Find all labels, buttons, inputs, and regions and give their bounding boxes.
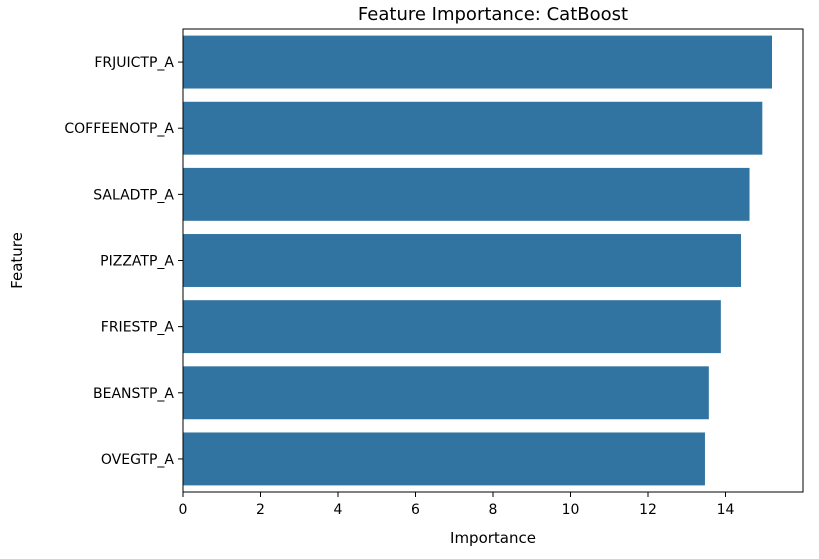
bar-ovegtp-a xyxy=(183,432,705,486)
chart-title: Feature Importance: CatBoost xyxy=(358,4,628,25)
bar-frjuictp-a xyxy=(183,35,772,89)
x-ticks-layer: 0 2 4 6 8 10 12 14 xyxy=(179,492,735,518)
y-tick-label: FRIESTP_A xyxy=(101,320,175,336)
x-tick-label: 4 xyxy=(334,502,343,518)
bar-pizzatp-a xyxy=(183,234,741,287)
x-axis-label: Importance xyxy=(450,529,536,547)
y-tick-label: BEANSTP_A xyxy=(93,386,174,402)
bar-friestp-a xyxy=(183,300,721,354)
x-tick-label: 8 xyxy=(489,502,498,518)
x-tick-label: 0 xyxy=(179,502,188,518)
y-tick-label: FRJUICTP_A xyxy=(94,55,174,71)
y-tick-label: COFFEENOTP_A xyxy=(64,121,174,137)
y-tick-label: OVEGTP_A xyxy=(101,452,175,468)
bars-layer xyxy=(183,35,772,486)
y-tick-label: SALADTP_A xyxy=(93,187,174,203)
x-tick-label: 14 xyxy=(717,502,735,518)
y-tick-label: PIZZATP_A xyxy=(100,254,174,270)
x-tick-label: 10 xyxy=(562,502,580,518)
y-ticks-layer: FRJUICTP_A COFFEENOTP_A SALADTP_A PIZZATP_A… xyxy=(64,55,183,468)
x-tick-label: 12 xyxy=(639,502,657,518)
bar-beanstp-a xyxy=(183,366,709,420)
x-tick-label: 2 xyxy=(256,502,265,518)
y-axis-label: Feature xyxy=(8,232,26,289)
bar-saladtp-a xyxy=(183,167,750,221)
x-tick-label: 6 xyxy=(411,502,420,518)
bar-coffeenotp-a xyxy=(183,101,763,155)
